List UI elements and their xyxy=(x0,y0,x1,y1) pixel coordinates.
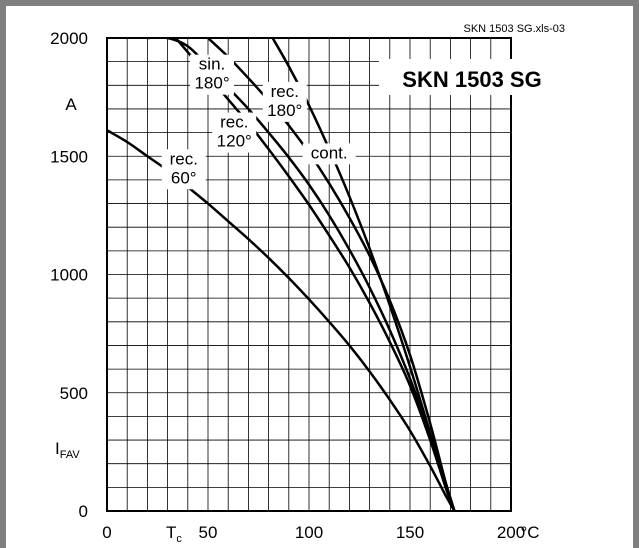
series-label: 120° xyxy=(217,132,252,151)
chart-svg: rec.60°rec.120°sin.180° rec.180°cont. 0 50… xyxy=(50,23,566,545)
series-line xyxy=(207,38,456,511)
series-label-bg xyxy=(302,143,356,165)
series-label: cont. xyxy=(311,143,348,162)
y-axis-label: IFAV xyxy=(55,439,80,461)
series-label: 60° xyxy=(171,168,197,187)
y-unit-label: A xyxy=(65,95,77,114)
x-tick-label: 0 xyxy=(102,523,111,542)
series-label-bg xyxy=(161,149,206,190)
x-tick-label: 50 xyxy=(199,523,218,542)
series-label: rec. xyxy=(220,113,248,132)
plot-border xyxy=(106,37,512,512)
x-unit-label: °C xyxy=(520,523,539,542)
series-label-bg xyxy=(212,112,257,153)
x-tick-label: 100 xyxy=(295,523,323,542)
chart-title: SKN 1503 SG xyxy=(402,67,541,92)
file-tag: SKN 1503 SG.xls-03 xyxy=(464,23,566,35)
series-label: rec. xyxy=(170,149,198,168)
series-label: 180° xyxy=(194,74,229,93)
series-label: 180° xyxy=(267,101,302,120)
series-label-bg xyxy=(262,81,307,122)
title-box: SKN 1503 SG xyxy=(379,59,565,95)
x-tick-label: 200 xyxy=(497,523,525,542)
y-tick-label: 1000 xyxy=(50,266,88,285)
y-tick-label: 1500 xyxy=(50,147,88,166)
x-axis-label: Tc xyxy=(166,523,182,545)
y-tick-label: 0 xyxy=(79,502,88,521)
series-label-bg xyxy=(190,54,235,95)
series-label: sin. xyxy=(199,55,225,74)
y-tick-label: 500 xyxy=(60,384,88,403)
annotation-layer: rec.60°rec.120°sin.180° rec.180°cont. xyxy=(161,54,356,190)
series-line xyxy=(107,129,456,511)
grid-lines xyxy=(107,38,511,511)
x-tick-label: 150 xyxy=(396,523,424,542)
chart-panel: rec. 60° rec. 120° sin. 180° rec. 180° cont. 0 50… xyxy=(6,6,633,548)
series-label: rec. xyxy=(271,82,299,101)
y-tick-label: 2000 xyxy=(50,29,88,48)
